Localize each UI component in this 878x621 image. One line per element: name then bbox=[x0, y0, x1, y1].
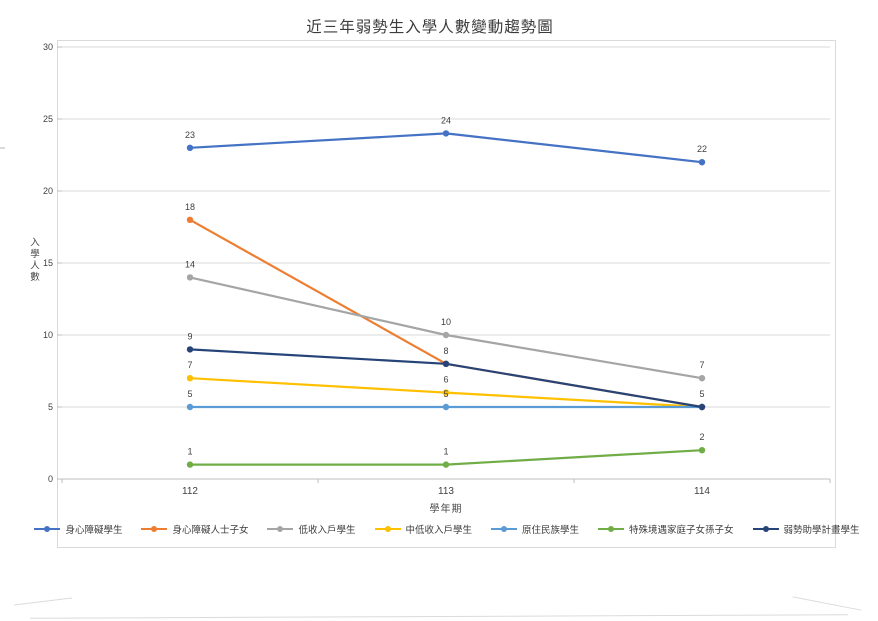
legend-item-6: 弱勢助學計畫學生 bbox=[752, 522, 860, 536]
legend-dot-icon bbox=[384, 526, 391, 532]
y-tick-label: 20 bbox=[43, 186, 53, 196]
data-point bbox=[698, 375, 706, 382]
y-tick-label: 25 bbox=[43, 114, 53, 124]
data-point bbox=[186, 403, 194, 411]
series-5 bbox=[186, 447, 706, 468]
data-label: 5 bbox=[699, 389, 704, 399]
data-point bbox=[442, 331, 450, 339]
data-label: 7 bbox=[699, 360, 704, 370]
legend-label: 身心障礙人士子女 bbox=[172, 526, 249, 536]
data-point bbox=[186, 274, 194, 281]
data-label: 1 bbox=[187, 447, 192, 457]
legend-label: 低收入戶學生 bbox=[298, 526, 356, 536]
legend-marker-icon bbox=[34, 526, 61, 532]
legend-item-2: 低收入戶學生 bbox=[267, 522, 356, 536]
data-point bbox=[442, 403, 450, 411]
x-tick-label: 113 bbox=[438, 486, 454, 497]
y-tick-label: 0 bbox=[48, 474, 53, 484]
data-label: 6 bbox=[443, 375, 448, 385]
data-label: 5 bbox=[187, 389, 192, 399]
legend-item-3: 中低收入戶學生 bbox=[374, 522, 473, 536]
y-tick-label: 30 bbox=[43, 42, 53, 52]
data-point bbox=[698, 403, 706, 411]
series-4 bbox=[186, 403, 706, 411]
legend-label: 弱勢助學計畫學生 bbox=[783, 526, 860, 536]
chart-legend: 身心障礙學生 身心障礙人士子女 低收入戶學生 中低收入戶學生 原住民族學生 特殊境遇家庭子… bbox=[34, 518, 860, 540]
chart-title: 近三年弱勢生入學人數變動趨勢圖 bbox=[306, 19, 554, 36]
series-0 bbox=[186, 130, 706, 166]
data-label: 18 bbox=[185, 202, 195, 212]
y-tick-label: 15 bbox=[43, 258, 53, 268]
legend-item-4: 原住民族學生 bbox=[491, 522, 579, 536]
legend-marker-icon bbox=[491, 526, 518, 532]
data-label: 14 bbox=[185, 259, 195, 269]
data-label: 22 bbox=[697, 144, 707, 154]
data-label: 2 bbox=[699, 432, 704, 442]
legend-dot-icon bbox=[762, 526, 769, 532]
legend-marker-icon bbox=[598, 526, 625, 532]
legend-dot-icon bbox=[151, 526, 158, 532]
scan-artifact-edge bbox=[0, 147, 5, 149]
y-tick-label: 5 bbox=[48, 402, 53, 412]
data-point bbox=[442, 130, 450, 137]
x-axis-title: 學年期 bbox=[429, 504, 463, 515]
chart-frame bbox=[57, 40, 836, 548]
legend-label: 身心障礙學生 bbox=[65, 526, 123, 536]
data-point bbox=[442, 360, 450, 367]
legend-dot-icon bbox=[608, 526, 615, 532]
legend-marker-icon bbox=[267, 526, 294, 532]
data-labels: 23 24 22 18 8 5 14 10 7 7 6 5 5 1 1 2 9 bbox=[185, 115, 707, 456]
legend-item-0: 身心障礙學生 bbox=[34, 522, 122, 536]
data-label: 7 bbox=[187, 360, 192, 370]
data-label: 5 bbox=[443, 389, 448, 399]
legend-item-5: 特殊境遇家庭子女孫子女 bbox=[598, 522, 734, 536]
y-axis-title: 入學人數 bbox=[28, 237, 38, 283]
data-label: 10 bbox=[441, 317, 451, 327]
data-point bbox=[186, 216, 194, 223]
series-6 bbox=[186, 346, 706, 411]
y-tick-label: 10 bbox=[43, 330, 53, 340]
data-label: 9 bbox=[187, 331, 192, 341]
x-tick-label: 114 bbox=[694, 486, 710, 497]
data-point bbox=[442, 389, 450, 396]
legend-dot-icon bbox=[44, 526, 51, 532]
data-label: 24 bbox=[441, 115, 451, 125]
legend-marker-icon bbox=[141, 526, 168, 532]
legend-item-1: 身心障礙人士子女 bbox=[141, 522, 248, 536]
legend-marker-icon bbox=[752, 526, 779, 532]
data-point bbox=[186, 375, 194, 382]
data-point bbox=[186, 461, 194, 468]
legend-label: 特殊境遇家庭子女孫子女 bbox=[629, 526, 734, 536]
legend-label: 中低收入戶學生 bbox=[405, 526, 473, 536]
legend-marker-icon bbox=[374, 526, 401, 532]
data-point bbox=[698, 159, 706, 166]
data-label: 8 bbox=[443, 346, 448, 356]
data-label: 1 bbox=[443, 447, 448, 457]
legend-label: 原住民族學生 bbox=[522, 526, 580, 536]
legend-dot-icon bbox=[277, 526, 284, 532]
data-label: 23 bbox=[185, 130, 195, 140]
series-2 bbox=[186, 274, 706, 382]
data-point bbox=[186, 144, 194, 151]
data-point bbox=[186, 346, 194, 353]
data-point bbox=[698, 447, 706, 454]
x-tick-label: 112 bbox=[182, 486, 198, 497]
legend-dot-icon bbox=[501, 526, 508, 532]
data-point bbox=[442, 461, 450, 468]
